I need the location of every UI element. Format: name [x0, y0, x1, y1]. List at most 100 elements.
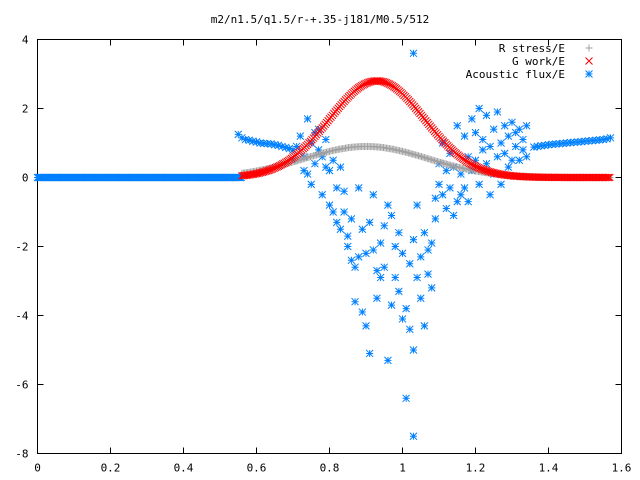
data-point — [325, 201, 334, 209]
data-point — [504, 132, 513, 140]
data-point — [478, 146, 487, 154]
y-tick-label: -6 — [15, 379, 28, 392]
data-point — [592, 136, 600, 145]
data-point — [409, 432, 418, 441]
data-point — [238, 133, 246, 142]
data-point — [274, 141, 283, 150]
data-point — [453, 197, 462, 206]
x-tick-label: 1.2 — [466, 462, 486, 475]
data-point — [362, 321, 370, 330]
data-point — [267, 140, 275, 148]
data-point — [300, 166, 308, 175]
data-point — [420, 228, 429, 237]
data-point — [431, 194, 440, 203]
axes: 0 0.2 0.4 0.6 0.8 1 1.2 1.4 1.6 -8 -6 -4 -2 0 2 4 — [15, 34, 631, 475]
data-point — [358, 308, 367, 316]
data-point — [405, 325, 414, 334]
data-point — [332, 218, 341, 227]
data-point — [365, 218, 374, 227]
data-point — [605, 173, 614, 182]
data-point — [278, 142, 286, 151]
data-point — [603, 135, 611, 143]
data-point — [252, 169, 261, 178]
data-point — [497, 180, 505, 189]
data-point — [365, 349, 374, 358]
data-point — [585, 57, 593, 65]
data-point — [603, 173, 611, 182]
data-point — [416, 252, 425, 261]
data-point — [321, 135, 330, 144]
data-point — [487, 168, 496, 177]
data-point — [369, 190, 378, 199]
legend-marker-acoustic-flux — [585, 70, 593, 78]
data-point — [402, 304, 411, 313]
data-point — [424, 270, 432, 278]
data-point — [413, 273, 421, 282]
series-acoustic-flux — [33, 49, 615, 441]
legend-label-g-work: G work/E — [512, 55, 565, 68]
data-point — [281, 143, 290, 152]
data-point — [398, 315, 407, 323]
data-point — [380, 221, 389, 230]
data-point — [347, 215, 356, 223]
data-point — [256, 139, 265, 147]
data-point — [500, 149, 509, 158]
data-point — [365, 78, 373, 87]
data-point — [387, 301, 396, 310]
data-point — [329, 208, 338, 216]
data-point — [595, 136, 604, 144]
data-point — [577, 137, 586, 146]
data-point — [489, 168, 497, 177]
data-point — [471, 128, 480, 137]
data-point — [500, 121, 509, 130]
data-point — [420, 321, 429, 330]
legend-marker-g-work — [585, 57, 593, 65]
x-tick-label: 1 — [399, 462, 406, 475]
data-point — [245, 136, 254, 145]
x-tick-label: 0.8 — [320, 462, 340, 475]
data-point — [373, 266, 381, 275]
data-point — [493, 108, 502, 116]
data-point — [530, 143, 538, 151]
data-point — [289, 146, 297, 154]
data-point — [511, 142, 520, 151]
data-point — [442, 204, 451, 213]
data-point — [551, 140, 560, 148]
data-point — [573, 138, 582, 146]
data-point — [604, 173, 613, 182]
data-point — [475, 104, 484, 113]
data-point — [369, 246, 378, 254]
data-point — [511, 128, 520, 137]
data-point — [314, 125, 323, 134]
data-point — [379, 77, 388, 86]
legend-label-r-stress: R stress/E — [499, 42, 565, 55]
data-point — [562, 139, 571, 147]
data-point — [255, 169, 264, 177]
data-point — [391, 273, 400, 282]
data-point — [340, 187, 348, 196]
data-point — [522, 121, 531, 130]
data-point — [387, 211, 396, 220]
data-point — [478, 135, 487, 144]
data-point — [340, 208, 348, 216]
data-point — [254, 169, 262, 178]
data-point — [248, 137, 257, 146]
data-point — [508, 118, 516, 127]
data-point — [537, 141, 546, 150]
data-point — [588, 136, 597, 145]
data-point — [486, 190, 494, 199]
data-point — [351, 263, 359, 272]
data-point — [519, 135, 527, 144]
data-point — [234, 130, 243, 139]
data-point — [449, 211, 458, 220]
data-point — [486, 142, 494, 151]
data-point — [457, 170, 465, 178]
chart-title: m2/n1.5/q1.5/r-+.35-j181/M0.5/512 — [211, 13, 430, 26]
y-tick-label: -4 — [15, 310, 29, 323]
data-point — [599, 135, 608, 144]
data-point — [413, 201, 421, 209]
data-point — [307, 139, 316, 147]
data-point — [376, 77, 385, 86]
data-point — [241, 135, 250, 144]
